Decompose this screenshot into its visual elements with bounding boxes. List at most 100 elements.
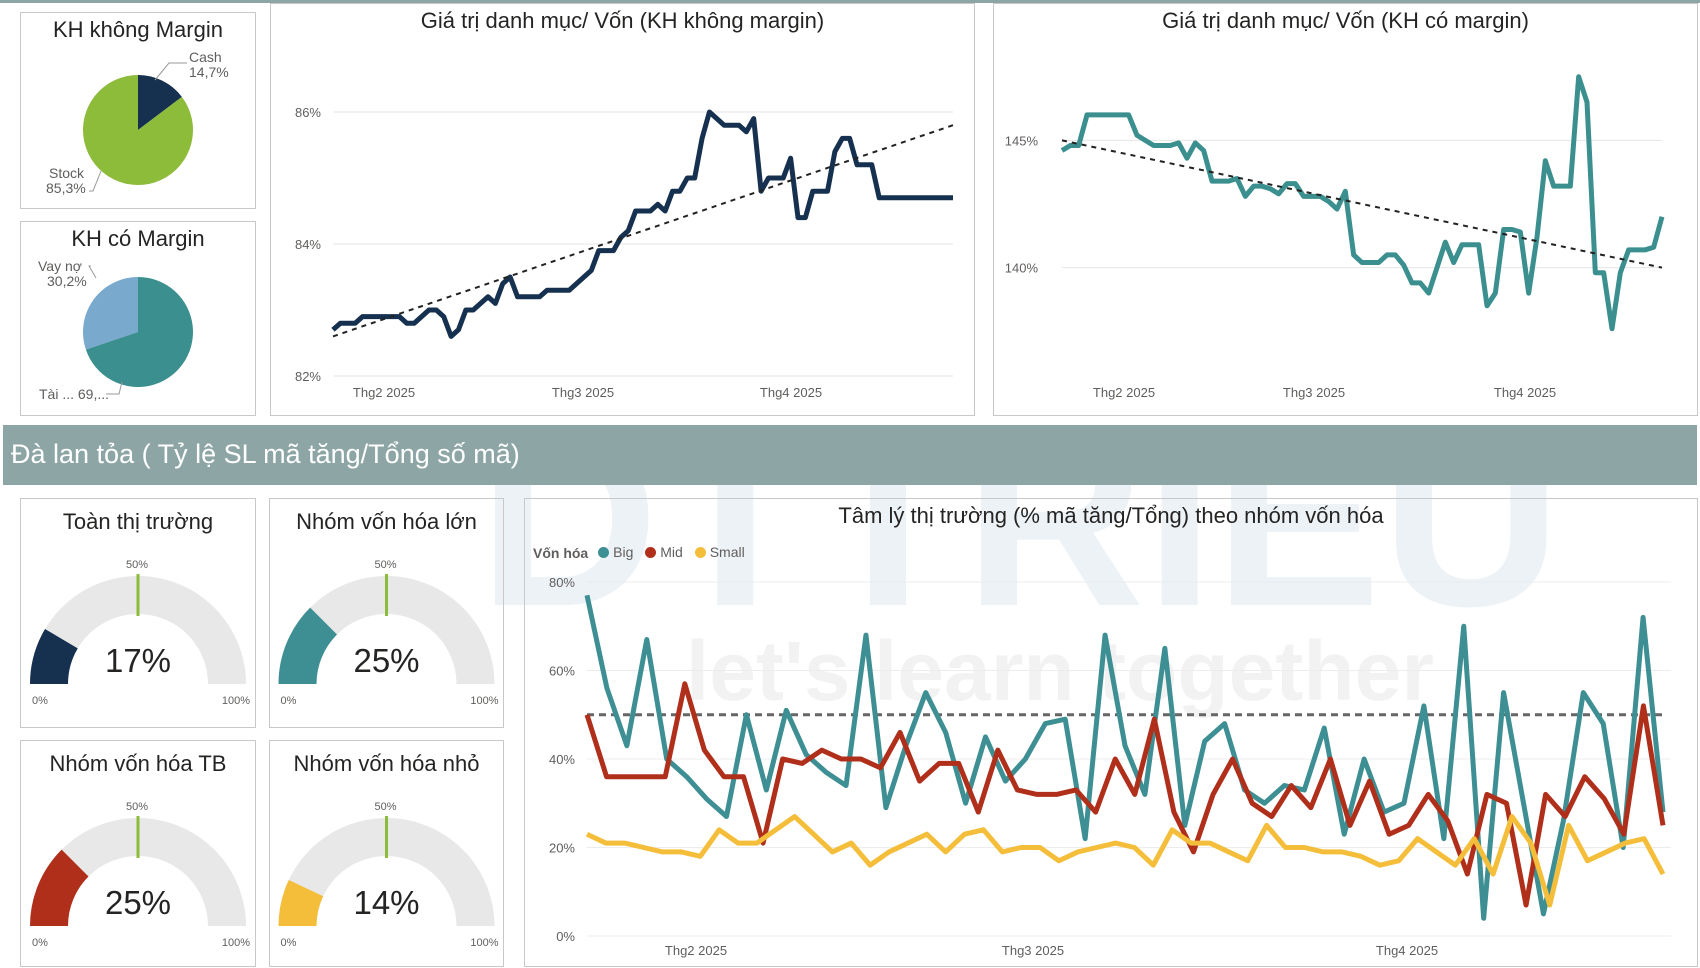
gauge3-title: Nhóm vốn hóa TB bbox=[49, 751, 227, 776]
sentiment-y-tick: 40% bbox=[549, 752, 575, 767]
gauge-value-label: 25% bbox=[105, 884, 171, 921]
pie1-cash-name: Cash bbox=[189, 49, 222, 65]
gauge-min-label: 0% bbox=[281, 937, 297, 949]
line1-y-tick: 86% bbox=[295, 105, 321, 120]
gauge-panel-market: Toàn thị trường 17% 50% 0% 100% bbox=[20, 498, 256, 728]
pie-panel-margin: KH có Margin Vay nợ 30,2% Tài ... 69,... bbox=[20, 221, 256, 416]
line1-trendline bbox=[332, 124, 954, 338]
gauge-track bbox=[278, 576, 495, 684]
sentiment-y-tick: 80% bbox=[549, 575, 575, 590]
sentiment-y-tick: 20% bbox=[549, 841, 575, 856]
gauge-min-label: 0% bbox=[32, 937, 48, 949]
line1-series bbox=[331, 109, 953, 339]
gauge3-chart: 25% 50% 0% 100% bbox=[30, 801, 250, 949]
pie1-cash-value: 14,7% bbox=[189, 64, 229, 80]
gauge-mid-label: 50% bbox=[375, 559, 397, 571]
sentiment-series-small bbox=[585, 814, 1666, 908]
sentiment-x-tick: Thg2 2025 bbox=[665, 943, 727, 958]
gauge-max-label: 100% bbox=[470, 937, 498, 949]
legend-label-big: Big bbox=[613, 544, 634, 560]
pie1-stock-label: Stock bbox=[49, 165, 85, 181]
gauge-value-arc bbox=[278, 880, 324, 926]
line1-chart: 86% 84% 82% Thg2 2025 Thg3 2025 Thg4 2025 bbox=[295, 105, 954, 400]
legend-label-small: Small bbox=[709, 544, 745, 560]
pie2-slice-1 bbox=[85, 277, 193, 387]
gauge2-title: Nhóm vốn hóa lớn bbox=[296, 509, 477, 534]
line2-x-tick: Thg2 2025 bbox=[1093, 385, 1155, 400]
pie1-slice-1 bbox=[83, 75, 193, 185]
gauge-value-label: 17% bbox=[105, 642, 171, 679]
section-banner: Đà lan tỏa ( Tỷ lệ SL mã tăng/Tổng số mã… bbox=[3, 425, 1697, 485]
pie1-chart bbox=[83, 62, 193, 192]
line1-x-tick: Thg3 2025 bbox=[552, 385, 614, 400]
gauge-value-label: 14% bbox=[353, 884, 419, 921]
gauge-track bbox=[30, 576, 246, 684]
gauge-track bbox=[278, 818, 495, 926]
line1-y-tick: 82% bbox=[295, 369, 321, 384]
line-panel-margin: Giá trị danh mục/ Vốn (KH có margin) 145… bbox=[993, 3, 1698, 416]
gauge-mid-label: 50% bbox=[375, 801, 397, 813]
pie2-loan-value: 30,2% bbox=[47, 273, 87, 289]
legend-dot-small bbox=[694, 546, 706, 558]
pie2-loan-leader bbox=[88, 265, 97, 279]
legend-item-small[interactable]: Small bbox=[694, 544, 745, 560]
sentiment-x-tick: Thg4 2025 bbox=[1376, 943, 1438, 958]
legend-dot-big bbox=[598, 546, 610, 558]
sentiment-legend: Vốn hóa Big Mid Small bbox=[533, 544, 753, 561]
top-accent-line bbox=[0, 0, 1700, 3]
legend-item-mid[interactable]: Mid bbox=[645, 544, 683, 560]
pie1-cash-label: Cash bbox=[189, 50, 222, 64]
sentiment-panel: Tâm lý thị trường (% mã tăng/Tổng) theo … bbox=[524, 498, 1698, 967]
gauge4-chart: 14% 50% 0% 100% bbox=[278, 801, 499, 949]
sentiment-series-mid bbox=[584, 681, 1666, 908]
legend-dot-mid bbox=[645, 546, 657, 558]
gauge-value-arc bbox=[278, 607, 338, 684]
line1-y-tick: 84% bbox=[295, 237, 321, 252]
pie1-stock-leader bbox=[89, 170, 102, 192]
line2-title: Giá trị danh mục/ Vốn (KH có margin) bbox=[1162, 8, 1529, 33]
pie2-loan-label: Vay nợ bbox=[38, 258, 82, 274]
gauge-value-arc bbox=[30, 629, 78, 684]
sentiment-chart: 80% 60% 40% 20% 0% Thg2 2025 Thg3 2025 Thg4 202… bbox=[549, 575, 1671, 958]
gauge1-chart: 17% 50% 0% 100% bbox=[30, 559, 250, 707]
pie1-title: KH không Margin bbox=[53, 17, 223, 42]
line-panel-no-margin: Giá trị danh mục/ Vốn (KH không margin) … bbox=[270, 3, 975, 416]
pie2-slice-0 bbox=[83, 277, 138, 350]
pie2-chart bbox=[83, 265, 193, 395]
gauge-panel-large: Nhóm vốn hóa lớn 25% 50% 0% 100% bbox=[269, 498, 504, 728]
gauge-max-label: 100% bbox=[222, 695, 250, 707]
line2-y-tick: 140% bbox=[1005, 261, 1039, 276]
line2-series bbox=[1060, 74, 1665, 332]
banner-title: Đà lan tỏa ( Tỷ lệ SL mã tăng/Tổng số mã… bbox=[11, 439, 520, 469]
gauge-panel-mid: Nhóm vốn hóa TB 25% 50% 0% 100% bbox=[20, 740, 256, 967]
sentiment-y-tick: 0% bbox=[556, 929, 575, 944]
pie-panel-no-margin: KH không Margin Cash 14,7% Stock 85,3% bbox=[20, 12, 256, 209]
pie1-stock-value: 85,3% bbox=[46, 180, 86, 196]
gauge-track bbox=[30, 818, 246, 926]
legend-title: Vốn hóa bbox=[533, 544, 589, 561]
line2-trendline bbox=[1061, 139, 1663, 269]
pie2-title: KH có Margin bbox=[71, 226, 205, 251]
gauge-mid-label: 50% bbox=[126, 559, 148, 571]
gauge-value-arc bbox=[30, 849, 89, 926]
sentiment-y-tick: 60% bbox=[549, 664, 575, 679]
line2-chart: 145% 140% Thg2 2025 Thg3 2025 Thg4 2025 bbox=[1005, 74, 1665, 400]
line1-x-tick: Thg4 2025 bbox=[760, 385, 822, 400]
legend-item-big[interactable]: Big bbox=[598, 544, 633, 560]
gauge2-chart: 25% 50% 0% 100% bbox=[278, 559, 499, 707]
line2-y-tick: 145% bbox=[1005, 133, 1039, 148]
line2-x-tick: Thg3 2025 bbox=[1283, 385, 1345, 400]
gauge1-title: Toàn thị trường bbox=[62, 509, 214, 534]
gauge-max-label: 100% bbox=[470, 695, 498, 707]
gauge-mid-label: 50% bbox=[126, 801, 148, 813]
pie1-cash-leader bbox=[154, 62, 187, 81]
line1-x-tick: Thg2 2025 bbox=[353, 385, 415, 400]
sentiment-title: Tâm lý thị trường (% mã tăng/Tổng) theo … bbox=[838, 503, 1384, 528]
pie2-asset-leader bbox=[106, 381, 123, 395]
sentiment-x-tick: Thg3 2025 bbox=[1002, 943, 1064, 958]
pie2-asset-label: Tài ... 69,... bbox=[39, 386, 110, 402]
gauge4-title: Nhóm vốn hóa nhỏ bbox=[293, 751, 480, 776]
sentiment-series-big bbox=[584, 594, 1666, 921]
gauge-min-label: 0% bbox=[32, 695, 48, 707]
legend-label-mid: Mid bbox=[660, 544, 683, 560]
